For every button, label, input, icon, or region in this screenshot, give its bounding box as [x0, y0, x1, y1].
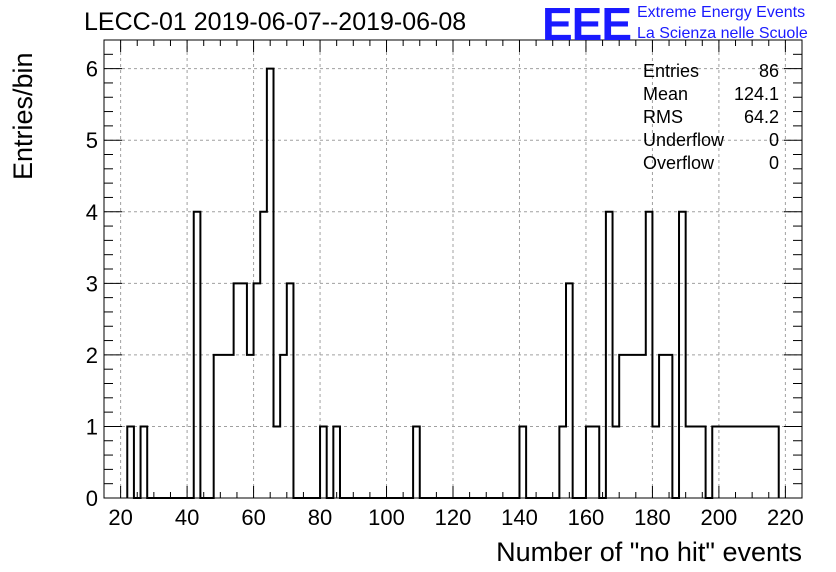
y-tick-label: 5 [86, 128, 98, 153]
x-tick-label: 160 [568, 505, 605, 530]
stat-label: Overflow [643, 153, 715, 173]
x-tick-label: 100 [368, 505, 405, 530]
stat-label: Entries [643, 61, 700, 81]
x-tick-label: 60 [241, 505, 265, 530]
y-tick-label: 6 [86, 57, 98, 82]
stat-row-overflow: Overflow 0 [643, 152, 779, 175]
stat-label: Mean [643, 84, 689, 104]
y-tick-label: 2 [86, 343, 98, 368]
stat-row-mean: Mean 124.1 [643, 83, 779, 106]
logo-line-1: Extreme Energy Events [637, 4, 806, 21]
stats-box: Entries 86 Mean 124.1 RMS 64.2 Underflow… [643, 60, 779, 175]
x-tick-label: 180 [634, 505, 671, 530]
stat-value: 64.2 [743, 107, 779, 127]
stat-value: 0 [768, 130, 779, 150]
stat-row-rms: RMS 64.2 [643, 106, 779, 129]
stat-value: 0 [768, 153, 779, 173]
stat-label: RMS [643, 107, 683, 127]
x-tick-label: 40 [175, 505, 199, 530]
stat-value: 124.1 [733, 84, 779, 104]
x-tick-label: 140 [501, 505, 538, 530]
x-tick-label: 20 [108, 505, 132, 530]
stat-label: Underflow [643, 130, 725, 150]
stat-value: 86 [758, 61, 779, 81]
histogram-series [126, 67, 780, 499]
x-tick-label: 200 [701, 505, 738, 530]
y-tick-label: 1 [86, 414, 98, 439]
y-tick-label: 4 [86, 200, 98, 225]
logo-caption: Extreme Energy Events La Scienza nelle S… [637, 2, 808, 44]
chart-title: LECC-01 2019-06-07--2019-06-08 [84, 8, 467, 36]
stat-row-entries: Entries 86 [643, 60, 779, 83]
y-tick-label: 3 [86, 271, 98, 296]
eee-logo: EEE [542, 0, 632, 50]
stat-row-underflow: Underflow 0 [643, 129, 779, 152]
x-tick-label: 220 [767, 505, 804, 530]
y-tick-label: 0 [86, 486, 98, 511]
axis-ticks: 20 40 60 80 100 120 140 160 180 200 220 0 1 2 3 4 5 6 [86, 40, 804, 530]
x-axis-label: Number of "no hit" events [496, 537, 802, 567]
x-tick-label: 120 [435, 505, 472, 530]
logo-line-2: La Scienza nelle Scuole [637, 25, 808, 42]
x-tick-label: 80 [308, 505, 332, 530]
y-axis-label: Entries/bin [8, 52, 38, 180]
